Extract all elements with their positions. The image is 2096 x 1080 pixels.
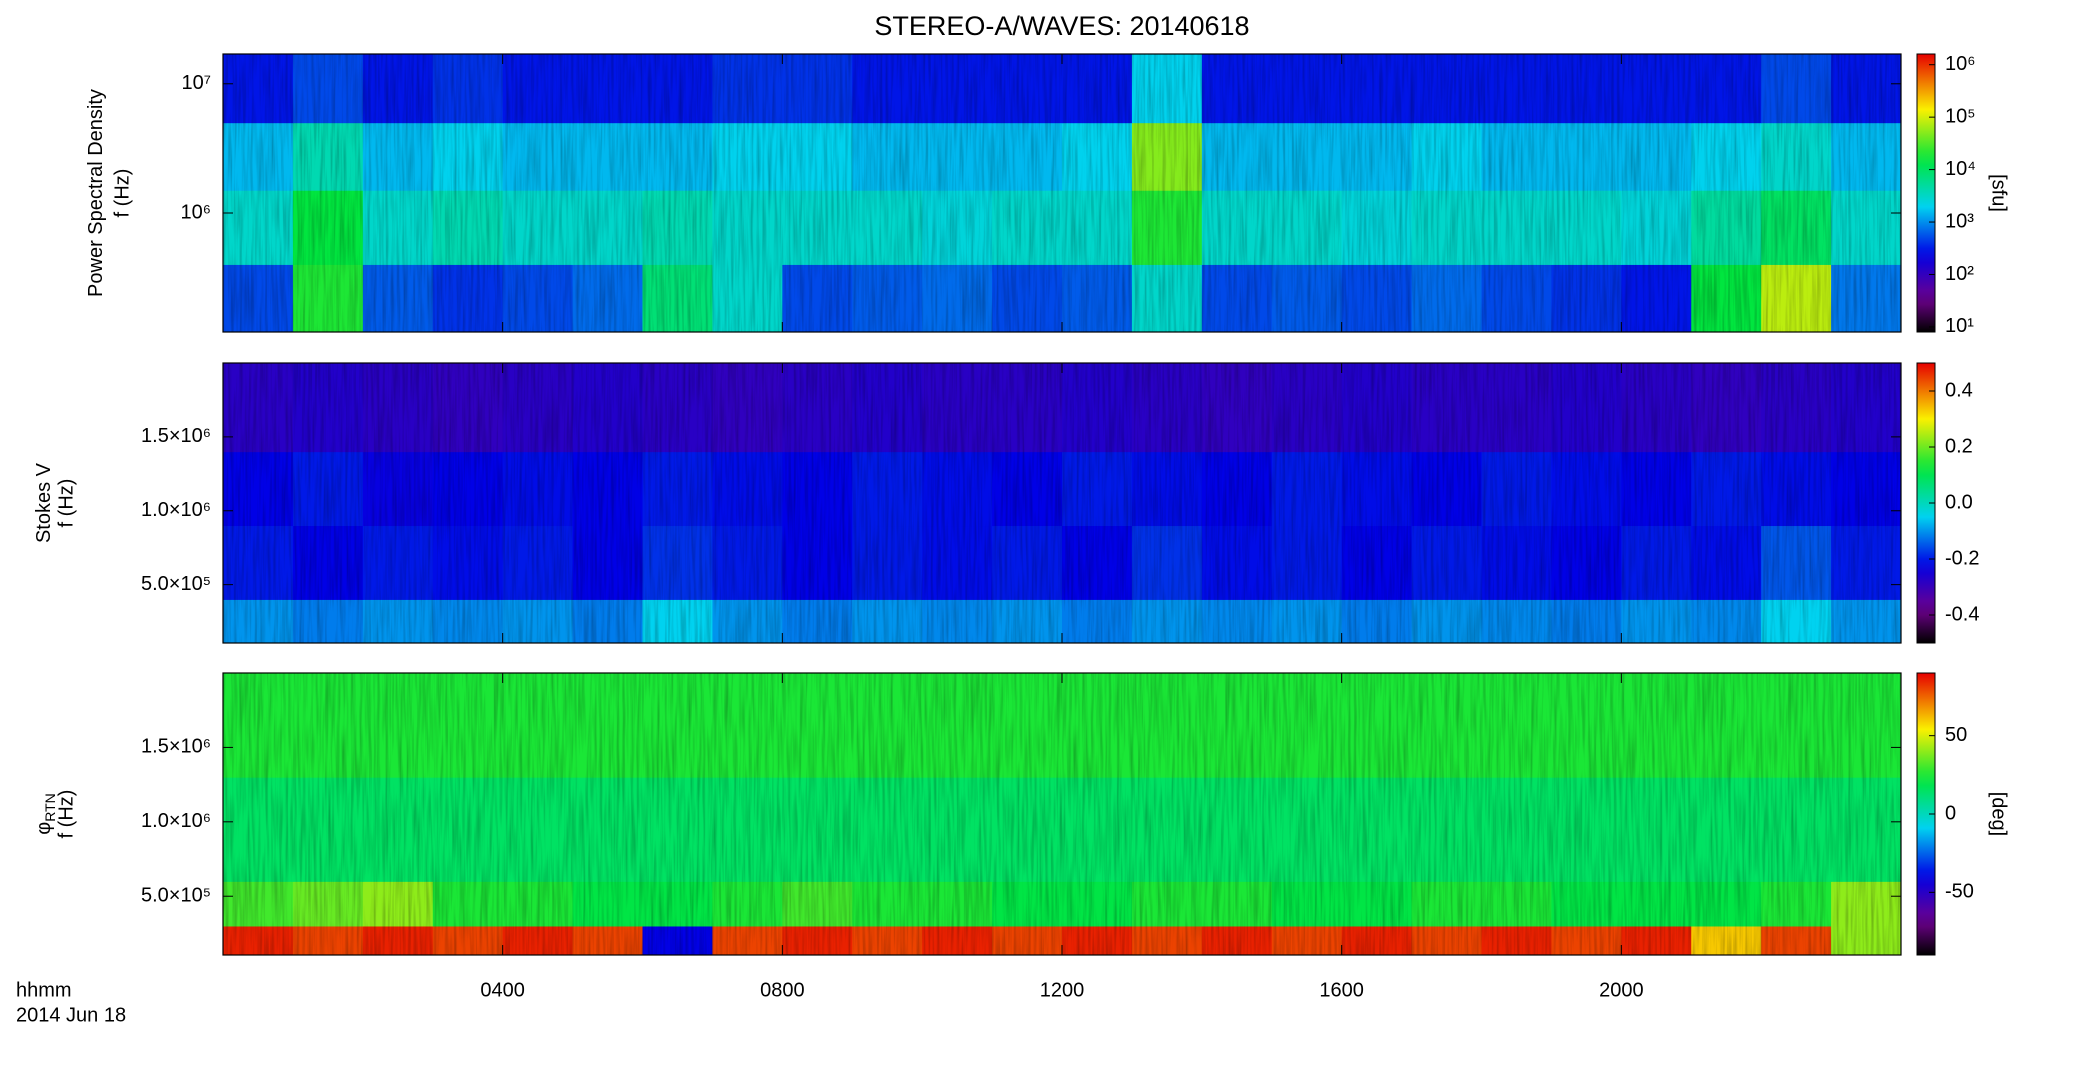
spectrogram <box>223 363 1901 643</box>
colorbar-tick-label: 0 <box>1945 802 1956 824</box>
y-axis-label: Stokes V <box>33 462 55 543</box>
colorbar-tick-label: 50 <box>1945 724 1967 746</box>
y-tick-label: 10⁶ <box>181 201 211 223</box>
y-tick-label: 5.0×10⁵ <box>141 573 211 595</box>
y-tick-label: 10⁷ <box>182 72 211 94</box>
y-axis-label-2: f (Hz) <box>55 790 77 839</box>
colorbar-tick-label: 0.2 <box>1945 435 1973 457</box>
colorbar-tick-label: 10⁴ <box>1945 158 1976 180</box>
y-tick-label: 5.0×10⁵ <box>141 885 211 907</box>
colorbar-tick-label: -50 <box>1945 881 1974 903</box>
colorbar-tick-label: 0.4 <box>1945 379 1973 401</box>
colorbar-tick-label: -0.4 <box>1945 603 1979 625</box>
texture <box>223 673 1901 955</box>
y-tick-label: 1.5×10⁶ <box>141 736 211 758</box>
y-tick-label: 1.5×10⁶ <box>141 425 211 447</box>
y-axis-label-2: f (Hz) <box>111 169 133 218</box>
x-tick-label: 2000 <box>1599 979 1644 1001</box>
y-axis-label-subscript: RTN <box>42 793 58 822</box>
colorbar-tick-label: 10⁵ <box>1945 105 1976 127</box>
y-axis-label: Power Spectral Density <box>85 89 107 297</box>
colorbar-label: [deg] <box>1988 792 2010 836</box>
colorbar-tick-label: 10¹ <box>1945 315 1974 337</box>
y-tick-label: 1.0×10⁶ <box>141 499 211 521</box>
y-axis-label: φRTN <box>33 793 57 835</box>
y-tick-label: 1.0×10⁶ <box>141 810 211 832</box>
colorbar-tick-label: 10³ <box>1945 210 1974 232</box>
y-axis-label-text: Power Spectral Density <box>85 89 107 297</box>
x-tick-label: 1200 <box>1040 979 1085 1001</box>
y-axis-label-2: f (Hz) <box>55 479 77 528</box>
x-tick-label: 1600 <box>1319 979 1364 1001</box>
time-axis-label: hhmm <box>16 979 72 1001</box>
y-axis-label-text: Stokes V <box>33 462 55 543</box>
date-label: 2014 Jun 18 <box>16 1004 126 1026</box>
colorbar-label: [sfu] <box>1988 174 2010 212</box>
x-tick-label: 0800 <box>760 979 805 1001</box>
colorbar <box>1916 53 1936 333</box>
x-tick-label: 0400 <box>480 979 525 1001</box>
colorbar-tick-label: 10² <box>1945 263 1974 285</box>
texture <box>223 363 1901 643</box>
texture <box>223 54 1901 332</box>
spectrogram <box>223 673 1901 955</box>
chart-title: STEREO-A/WAVES: 20140618 <box>874 11 1249 41</box>
spectrogram <box>223 54 1901 332</box>
colorbar-tick-label: -0.2 <box>1945 547 1979 569</box>
y-axis-label-text: φ <box>33 822 55 835</box>
colorbar-tick-label: 10⁶ <box>1945 53 1975 75</box>
colorbar-tick-label: 0.0 <box>1945 491 1973 513</box>
